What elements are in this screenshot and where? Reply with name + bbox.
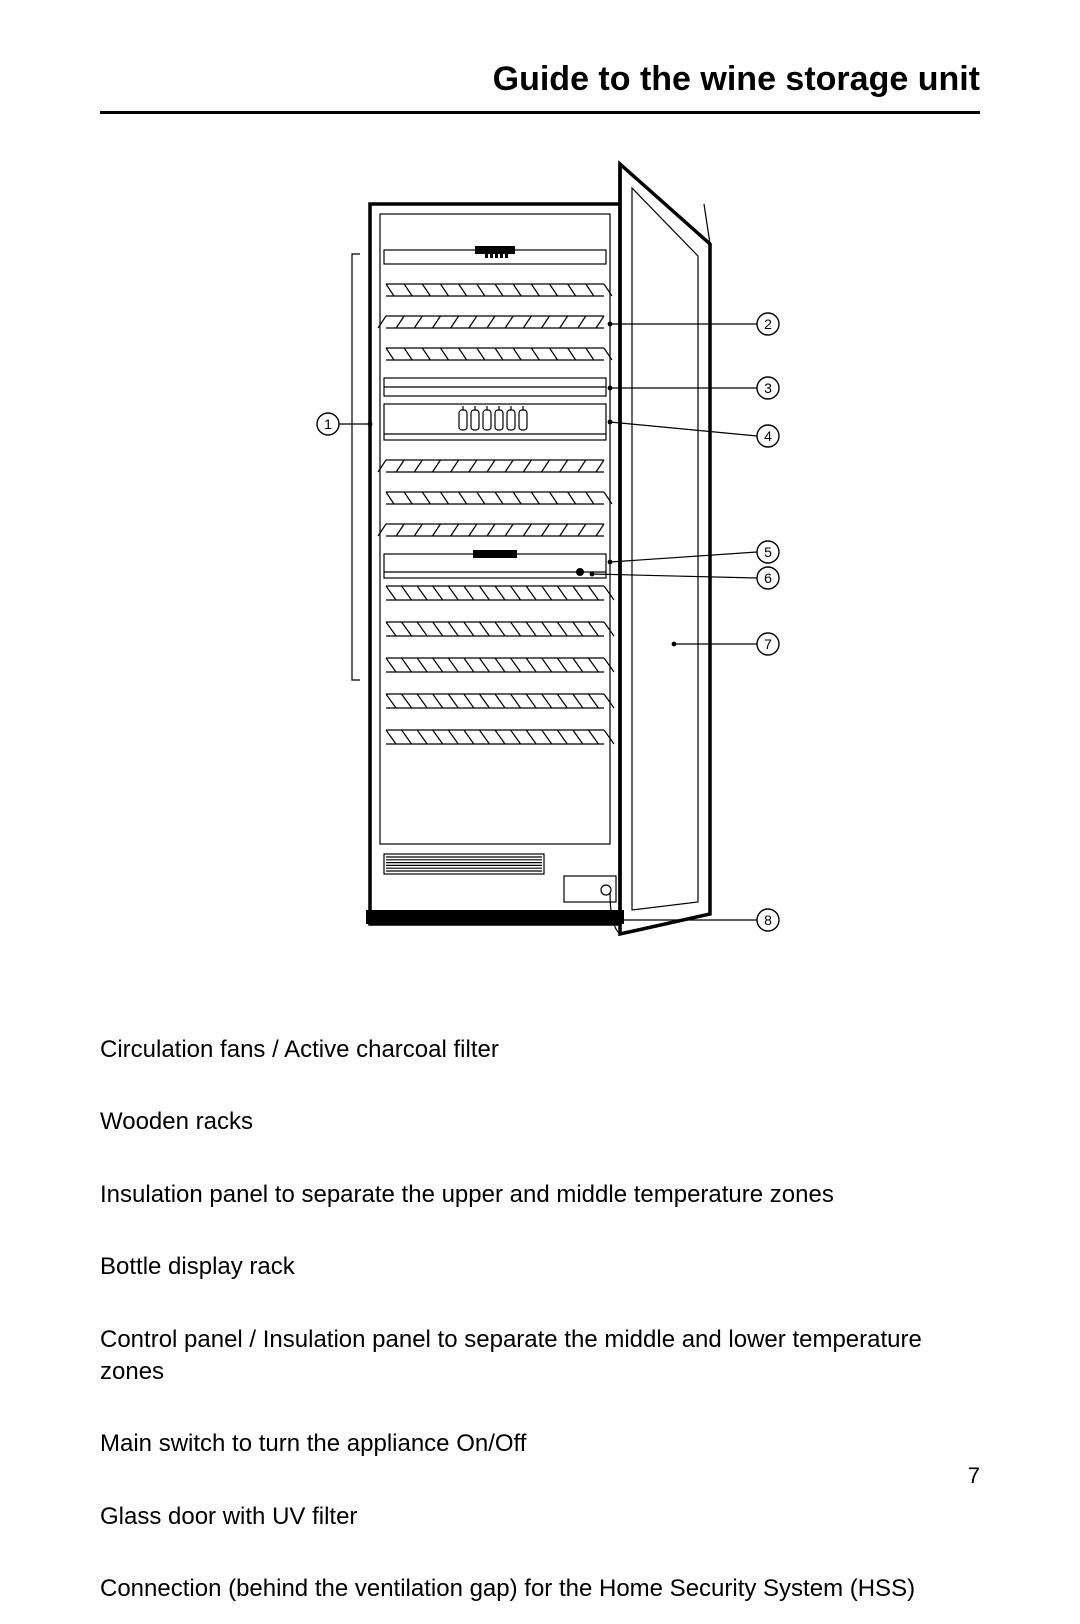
page-title: Guide to the wine storage unit (100, 60, 980, 114)
legend-item-6: Main switch to turn the appliance On/Off (100, 1428, 980, 1478)
svg-text:5: 5 (764, 544, 772, 560)
legend-item-3: Insulation panel to separate the upper a… (100, 1179, 980, 1229)
page-number: 7 (968, 1463, 980, 1489)
svg-text:6: 6 (764, 570, 772, 586)
legend-item-7: Glass door with UV filter (100, 1501, 980, 1551)
legend-item-8: Connection (behind the ventilation gap) … (100, 1573, 980, 1623)
legend-item-4: Bottle display rack (100, 1251, 980, 1301)
legend-item-5: Control panel / Insulation panel to sepa… (100, 1324, 980, 1407)
svg-text:8: 8 (764, 912, 772, 928)
svg-text:7: 7 (764, 636, 772, 652)
figure-container: 1 2 3 4 5 6 7 8 (100, 154, 980, 974)
legend-item-1: Circulation fans / Active charcoal filte… (100, 1034, 980, 1084)
legend-item-2: Wooden racks (100, 1106, 980, 1156)
svg-text:3: 3 (764, 380, 772, 396)
legend-list: Circulation fans / Active charcoal filte… (100, 1034, 980, 1624)
manual-page: Guide to the wine storage unit 12345678 … (0, 0, 1080, 1529)
svg-text:1: 1 (324, 416, 332, 432)
wine-unit-diagram: 1 2 3 4 5 6 7 8 (280, 154, 800, 974)
svg-text:2: 2 (764, 316, 772, 332)
svg-text:4: 4 (764, 428, 772, 444)
